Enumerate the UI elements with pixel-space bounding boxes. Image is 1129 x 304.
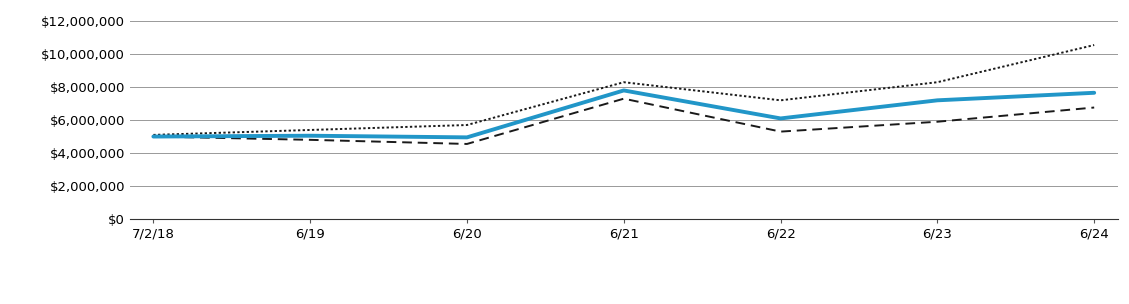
Russell 2000 Index: $6,762,459: (2, 4.55e+06): $6,762,459: (2, 4.55e+06) — [461, 142, 474, 146]
Russell 2000 Index: $6,762,459: (5, 5.9e+06): $6,762,459: (5, 5.9e+06) — [930, 120, 944, 123]
JPMorgan Small Cap Blend Fund - Class R6 Shares: $7,657,861: (3, 7.8e+06): $7,657,861: (3, 7.8e+06) — [618, 89, 631, 92]
Line: JPMorgan Small Cap Blend Fund - Class R6 Shares: $7,657,861: JPMorgan Small Cap Blend Fund - Class R6… — [154, 91, 1094, 137]
Russell 3000 Index: $10,557,598: (4, 7.2e+06): $10,557,598: (4, 7.2e+06) — [773, 98, 787, 102]
Russell 3000 Index: $10,557,598: (3, 8.3e+06): $10,557,598: (3, 8.3e+06) — [618, 80, 631, 84]
Russell 3000 Index: $10,557,598: (0, 5.1e+06): $10,557,598: (0, 5.1e+06) — [147, 133, 160, 137]
Line: Russell 3000 Index: $10,557,598: Russell 3000 Index: $10,557,598 — [154, 45, 1094, 135]
Russell 3000 Index: $10,557,598: (2, 5.7e+06): $10,557,598: (2, 5.7e+06) — [461, 123, 474, 127]
Russell 3000 Index: $10,557,598: (6, 1.06e+07): $10,557,598: (6, 1.06e+07) — [1087, 43, 1101, 47]
Russell 2000 Index: $6,762,459: (0, 5e+06): $6,762,459: (0, 5e+06) — [147, 135, 160, 138]
Line: Russell 2000 Index: $6,762,459: Russell 2000 Index: $6,762,459 — [154, 99, 1094, 144]
Russell 2000 Index: $6,762,459: (1, 4.8e+06): $6,762,459: (1, 4.8e+06) — [304, 138, 317, 142]
JPMorgan Small Cap Blend Fund - Class R6 Shares: $7,657,861: (6, 7.66e+06): $7,657,861: (6, 7.66e+06) — [1087, 91, 1101, 95]
JPMorgan Small Cap Blend Fund - Class R6 Shares: $7,657,861: (1, 5.05e+06): $7,657,861: (1, 5.05e+06) — [304, 134, 317, 137]
Russell 2000 Index: $6,762,459: (6, 6.76e+06): $6,762,459: (6, 6.76e+06) — [1087, 106, 1101, 109]
JPMorgan Small Cap Blend Fund - Class R6 Shares: $7,657,861: (5, 7.2e+06): $7,657,861: (5, 7.2e+06) — [930, 98, 944, 102]
JPMorgan Small Cap Blend Fund - Class R6 Shares: $7,657,861: (2, 4.95e+06): $7,657,861: (2, 4.95e+06) — [461, 136, 474, 139]
Russell 2000 Index: $6,762,459: (3, 7.3e+06): $6,762,459: (3, 7.3e+06) — [618, 97, 631, 101]
Russell 3000 Index: $10,557,598: (1, 5.4e+06): $10,557,598: (1, 5.4e+06) — [304, 128, 317, 132]
JPMorgan Small Cap Blend Fund - Class R6 Shares: $7,657,861: (0, 5e+06): $7,657,861: (0, 5e+06) — [147, 135, 160, 138]
Russell 2000 Index: $6,762,459: (4, 5.3e+06): $6,762,459: (4, 5.3e+06) — [773, 130, 787, 133]
Russell 3000 Index: $10,557,598: (5, 8.3e+06): $10,557,598: (5, 8.3e+06) — [930, 80, 944, 84]
JPMorgan Small Cap Blend Fund - Class R6 Shares: $7,657,861: (4, 6.1e+06): $7,657,861: (4, 6.1e+06) — [773, 117, 787, 120]
